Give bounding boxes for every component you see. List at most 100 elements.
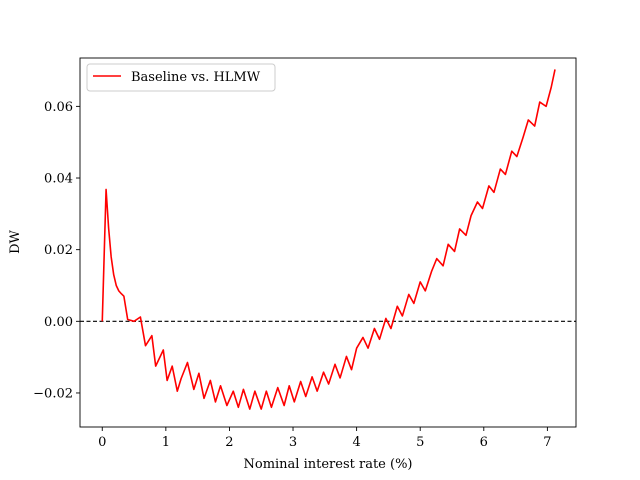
data-point: [110, 256, 112, 258]
x-tick-label: 3: [289, 435, 297, 450]
data-point: [454, 251, 456, 253]
data-point: [155, 365, 157, 367]
data-point: [505, 174, 507, 176]
data-point: [346, 356, 348, 358]
plot-area: [80, 58, 576, 427]
data-point: [316, 390, 318, 392]
data-point: [237, 406, 239, 408]
data-point: [482, 208, 484, 210]
data-point: [277, 387, 279, 389]
data-point: [477, 201, 479, 203]
data-point: [254, 390, 256, 392]
x-tick-label: 7: [543, 435, 551, 450]
data-point: [180, 378, 182, 380]
data-point: [133, 320, 135, 322]
y-axis-ticks: −0.02 0.00 0.02 0.04 0.06: [33, 100, 80, 401]
data-point: [123, 295, 125, 297]
data-point: [362, 337, 364, 339]
data-point: [413, 303, 415, 305]
data-point: [220, 385, 222, 387]
x-axis-label: Nominal interest rate (%): [244, 457, 413, 472]
data-point: [499, 168, 501, 170]
x-axis-ticks: 0 1 2 3 4 5 6 7: [98, 427, 552, 450]
y-axis-label: DW: [8, 229, 23, 253]
data-point: [379, 338, 381, 340]
data-point: [215, 401, 217, 403]
data-point: [527, 119, 529, 121]
data-point: [140, 316, 142, 318]
data-point: [396, 305, 398, 307]
x-tick-label: 6: [480, 435, 488, 450]
data-point: [260, 408, 262, 410]
data-point: [108, 227, 110, 229]
data-point: [145, 345, 147, 347]
x-tick-label: 2: [225, 435, 233, 450]
data-point: [367, 347, 369, 349]
y-tick-label: 0.02: [44, 243, 73, 258]
data-point: [105, 189, 107, 191]
data-point: [293, 401, 295, 403]
x-tick-label: 0: [98, 435, 106, 450]
data-point: [265, 390, 267, 392]
data-point: [334, 363, 336, 365]
data-point: [101, 320, 103, 322]
data-point: [113, 274, 115, 276]
y-tick-label: 0.04: [44, 172, 73, 187]
data-point: [459, 228, 461, 230]
data-point: [323, 371, 325, 373]
data-point: [243, 388, 245, 390]
legend: Baseline vs. HLMW: [86, 63, 276, 92]
data-point: [470, 215, 472, 217]
data-point: [385, 318, 387, 320]
data-point: [402, 315, 404, 317]
data-point: [516, 156, 518, 158]
data-point: [431, 270, 433, 272]
data-point: [419, 281, 421, 283]
axes-border: [79, 57, 577, 428]
data-point: [288, 385, 290, 387]
data-point: [447, 243, 449, 245]
data-point: [151, 335, 153, 337]
data-point: [554, 69, 556, 71]
data-point: [203, 397, 205, 399]
data-point: [271, 406, 273, 408]
data-point: [176, 390, 178, 392]
y-tick-label: 0.00: [44, 315, 73, 330]
series-line-0: [101, 69, 556, 410]
data-point: [534, 125, 536, 127]
data-point: [488, 185, 490, 187]
axes-frame: [79, 57, 577, 428]
data-point: [436, 258, 438, 260]
data-point: [351, 369, 353, 371]
legend-box: [86, 63, 276, 92]
data-point: [374, 328, 376, 330]
data-point: [171, 365, 173, 367]
data-point: [465, 234, 467, 236]
data-point: [166, 380, 168, 382]
data-point: [300, 381, 302, 383]
data-point: [408, 294, 410, 296]
data-point: [493, 191, 495, 193]
data-point: [550, 86, 552, 88]
data-point: [339, 377, 341, 379]
x-tick-label: 5: [416, 435, 424, 450]
data-point: [226, 405, 228, 407]
y-tick-label: −0.02: [33, 386, 73, 401]
data-point: [198, 372, 200, 374]
data-point: [311, 376, 313, 378]
data-point: [511, 150, 513, 152]
data-point: [249, 408, 251, 410]
data-point: [283, 405, 285, 407]
data-point: [424, 290, 426, 292]
data-point: [187, 362, 189, 364]
series-group: [101, 69, 556, 410]
x-tick-label: 1: [162, 435, 170, 450]
data-point: [390, 328, 392, 330]
data-point: [209, 380, 211, 382]
data-point: [442, 265, 444, 267]
data-point: [545, 105, 547, 107]
data-point: [356, 347, 358, 349]
data-point: [120, 293, 122, 295]
y-tick-label: 0.06: [44, 100, 73, 115]
